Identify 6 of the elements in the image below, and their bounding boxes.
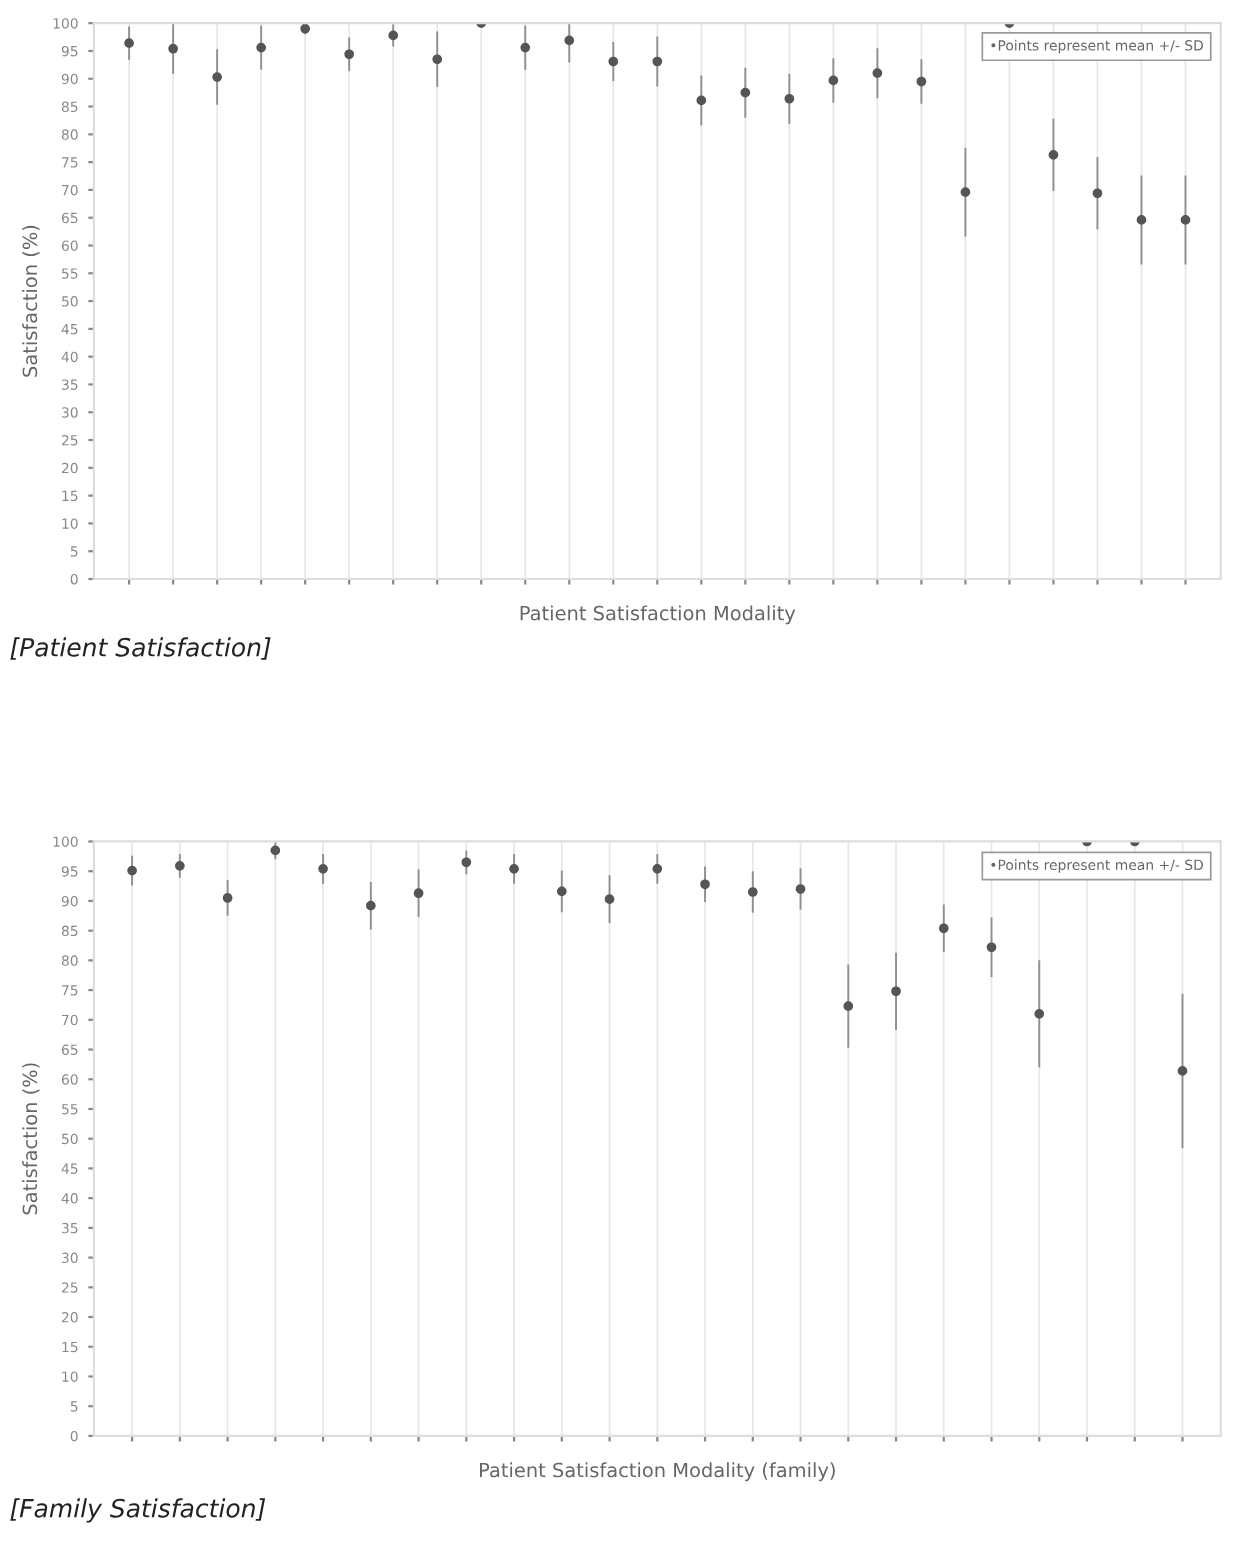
y-axis-title: Satisfaction (%) <box>22 1063 40 1215</box>
text: [Family Satisfaction] <box>10 1498 266 1523</box>
y-axis-title: Satisfaction (%) <box>22 225 40 377</box>
x-axis-title: Patient Satisfaction Modality <box>520 605 796 625</box>
x-axis-title: Patient Satisfaction Modality (family) <box>480 1462 835 1482</box>
text: [Patient Satisfaction] <box>10 637 271 660</box>
